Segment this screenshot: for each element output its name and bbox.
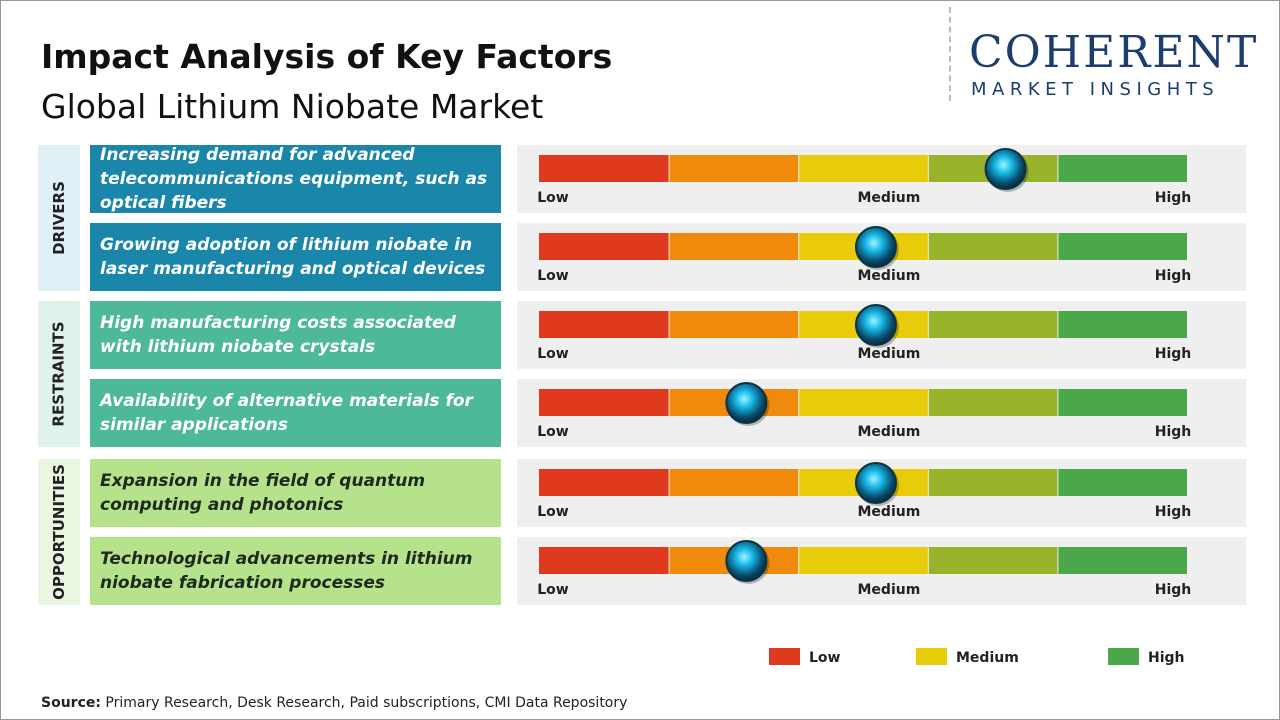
group-label-box: OPPORTUNITIES <box>38 459 80 605</box>
scale-label: Medium <box>858 504 921 520</box>
legend-label: Low <box>809 650 841 666</box>
impact-knob <box>854 304 897 346</box>
scale-label: Low <box>537 346 569 362</box>
legend-label: High <box>1148 650 1185 666</box>
group-label-box: DRIVERS <box>38 145 80 291</box>
factor-text: High manufacturing costs associated with… <box>90 301 501 369</box>
subtitle: Global Lithium Niobate Market <box>41 87 544 126</box>
impact-knob <box>984 148 1027 190</box>
scale-segment <box>539 155 669 182</box>
factor-text: Technological advancements in lithium ni… <box>90 537 501 605</box>
logo-name: COHERENT <box>969 27 1259 78</box>
scale-segment <box>669 469 799 496</box>
scale-label: High <box>1155 346 1192 362</box>
source-label: Source: <box>41 695 101 711</box>
scale-segment <box>1058 233 1187 260</box>
scale-segment <box>799 389 928 416</box>
scale-label: Medium <box>858 346 921 362</box>
scale-label: Medium <box>858 582 921 598</box>
scale-label: High <box>1155 582 1192 598</box>
scale-label: Medium <box>858 190 921 206</box>
scale-segment <box>928 233 1058 260</box>
factor-text: Increasing demand for advanced telecommu… <box>90 145 501 213</box>
impact-knob <box>854 226 897 268</box>
legend-swatch <box>769 648 800 665</box>
logo-tagline: MARKET INSIGHTS <box>971 79 1220 100</box>
scale-segment <box>1058 311 1187 338</box>
impact-knob <box>725 382 768 424</box>
factor-text: Availability of alternative materials fo… <box>90 379 501 447</box>
scale-segment <box>539 233 669 260</box>
scale-label: High <box>1155 268 1192 284</box>
scale-segment <box>928 389 1058 416</box>
legend-swatch <box>1108 648 1139 665</box>
scale-segment <box>1058 469 1187 496</box>
impact-knob <box>854 462 897 504</box>
scale-label: Medium <box>858 268 921 284</box>
scale-segment <box>539 311 669 338</box>
factor-text: Expansion in the field of quantum comput… <box>90 459 501 527</box>
scale-label: Low <box>537 268 569 284</box>
scale-segment <box>539 469 669 496</box>
scale-segment <box>669 233 799 260</box>
scale-segment <box>799 547 928 574</box>
scale-segment <box>928 311 1058 338</box>
scale-segment <box>539 547 669 574</box>
scale-segment <box>539 389 669 416</box>
scale-label: High <box>1155 504 1192 520</box>
scale-label: Low <box>537 582 569 598</box>
scale-label: Low <box>537 424 569 440</box>
scale-segment <box>1058 547 1187 574</box>
source-text: Primary Research, Desk Research, Paid su… <box>105 695 628 711</box>
title: Impact Analysis of Key Factors <box>41 37 613 76</box>
scale-label: Low <box>537 190 569 206</box>
legend-label: Medium <box>956 650 1019 666</box>
scale-label: Medium <box>858 424 921 440</box>
source: Source: Primary Research, Desk Research,… <box>41 695 627 711</box>
scale-segment <box>1058 155 1187 182</box>
factor-text: Growing adoption of lithium niobate in l… <box>90 223 501 291</box>
scale-segment <box>799 155 928 182</box>
scale-label: High <box>1155 424 1192 440</box>
impact-knob <box>725 540 768 582</box>
scale-label: Low <box>537 504 569 520</box>
scale-segment <box>669 155 799 182</box>
scale-segment <box>1058 389 1187 416</box>
scale-label: High <box>1155 190 1192 206</box>
scale-segment <box>669 311 799 338</box>
divider <box>949 7 951 101</box>
group-label-box: RESTRAINTS <box>38 301 80 447</box>
scale-segment <box>928 547 1058 574</box>
legend-swatch <box>916 648 947 665</box>
scale-segment <box>928 469 1058 496</box>
